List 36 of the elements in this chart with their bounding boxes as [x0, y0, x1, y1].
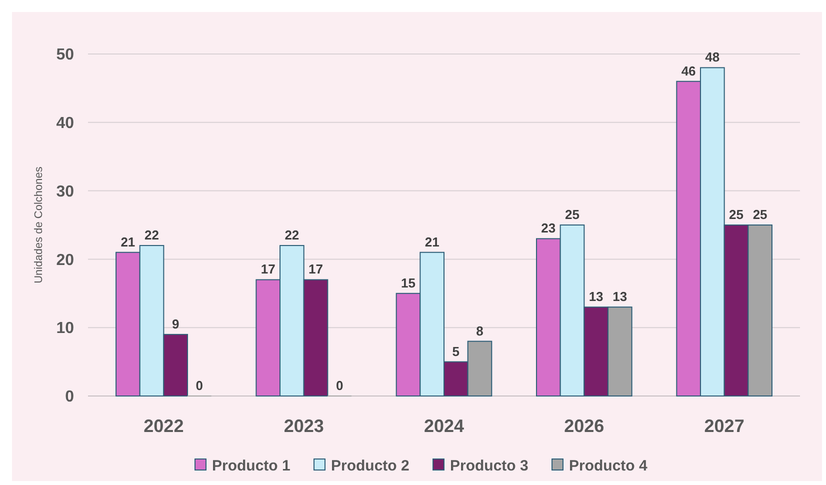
- data-label: 21: [424, 234, 440, 250]
- data-label: 0: [336, 378, 344, 393]
- x-tick-label: 2027: [704, 416, 744, 436]
- x-tick-label: 2024: [424, 416, 464, 436]
- data-label: 22: [144, 228, 160, 243]
- legend-label: Producto 4: [569, 457, 648, 474]
- data-label: 17: [260, 262, 276, 277]
- legend-label: Producto 3: [450, 457, 528, 474]
- x-tick-label: 2023: [284, 416, 324, 436]
- y-axis-title: Unidades de Colchones: [33, 166, 45, 284]
- data-label: 17: [308, 262, 323, 277]
- y-tick-label: 40: [56, 115, 74, 132]
- data-label: 22: [284, 228, 300, 243]
- data-label: 46: [681, 63, 696, 78]
- data-label: 25: [752, 207, 768, 222]
- y-tick-label: 20: [56, 252, 74, 269]
- y-tick-label: 30: [56, 183, 74, 200]
- x-tick-label: 2026: [564, 416, 604, 436]
- data-label: 5: [452, 344, 460, 359]
- data-label: 13: [588, 289, 604, 304]
- legend-label: Producto 2: [331, 457, 410, 474]
- data-label: 23: [541, 220, 556, 236]
- data-label: 9: [172, 316, 180, 332]
- x-tick-label: 2022: [144, 416, 184, 436]
- legend-label: Producto 1: [212, 457, 290, 474]
- y-tick-label: 0: [65, 388, 74, 406]
- y-tick-label: 10: [56, 320, 74, 338]
- data-label: 15: [401, 275, 416, 290]
- data-label: 25: [565, 207, 580, 222]
- data-label: 0: [196, 378, 204, 393]
- data-label: 8: [476, 323, 484, 338]
- data-label: 13: [612, 289, 628, 304]
- data-label: 25: [728, 207, 744, 222]
- data-label: 21: [120, 234, 136, 250]
- y-tick-label: 50: [56, 46, 74, 64]
- data-label: 48: [705, 50, 720, 65]
